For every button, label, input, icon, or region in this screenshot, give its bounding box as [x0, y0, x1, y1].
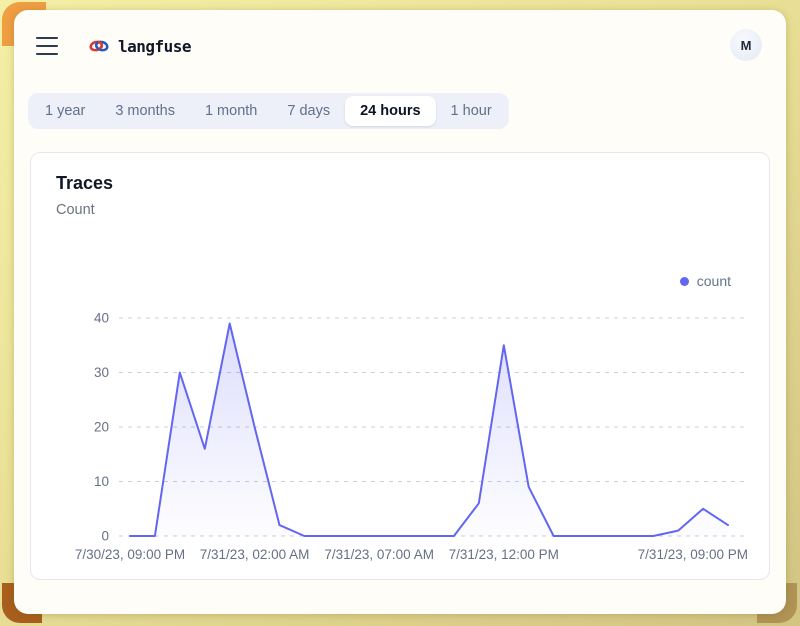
card-title: Traces: [56, 173, 114, 193]
time-range-tab-1-month[interactable]: 1 month: [204, 103, 258, 119]
count-line: [129, 322, 729, 537]
legend-dot-count: [679, 276, 689, 286]
time-range-tab-1-year[interactable]: 1 year: [45, 103, 86, 119]
time-range-tabs: 1 year 3 months 1 month 7 days 24 hours 1 hou…: [28, 93, 509, 129]
traces-card: Traces Count count 0 10 20 30 40 7/30/23, 09:…: [30, 152, 770, 580]
avatar-initial: M: [740, 37, 752, 53]
brand-name: langfuse: [118, 36, 192, 56]
menu-icon: [36, 52, 58, 55]
menu-icon: [36, 44, 58, 48]
menu-icon: [36, 37, 58, 40]
time-range-tab-24-hours[interactable]: 24 hours: [345, 96, 436, 126]
user-avatar[interactable]: M: [730, 29, 762, 61]
x-tick-label-0: 7/30/23, 09:00 PM: [75, 547, 185, 562]
x-tick-label-3: 7/31/23, 12:00 PM: [449, 547, 559, 562]
time-range-tab-7-days[interactable]: 7 days: [287, 103, 331, 119]
app-header: langfuse: [36, 32, 192, 60]
y-tick-label-10: 10: [94, 474, 109, 489]
hamburger-menu-button[interactable]: [36, 36, 60, 56]
y-tick-label-40: 40: [94, 311, 109, 326]
langfuse-logo-icon: [89, 39, 109, 53]
chart-legend: count: [679, 273, 731, 289]
traces-chart[interactable]: 0 10 20 30 40 7/30/23, 09:00 PM 7/31/23, 02:00…: [56, 296, 756, 568]
count-area-fill: [130, 323, 728, 536]
time-range-tab-1-hour[interactable]: 1 hour: [450, 103, 492, 119]
x-tick-label-4: 7/31/23, 09:00 PM: [638, 547, 748, 562]
x-tick-label-1: 7/31/23, 02:00 AM: [200, 547, 310, 562]
card-subtitle: Count: [56, 202, 95, 218]
y-tick-label-0: 0: [101, 529, 109, 544]
legend-label-count: count: [696, 273, 731, 289]
app-window: langfuse M 1 year 3 months 1 month 7 days 24…: [14, 10, 786, 614]
y-tick-label-30: 30: [94, 365, 109, 380]
y-tick-label-20: 20: [94, 420, 109, 435]
x-tick-label-2: 7/31/23, 07:00 AM: [324, 547, 434, 562]
time-range-tab-3-months[interactable]: 3 months: [115, 103, 175, 119]
